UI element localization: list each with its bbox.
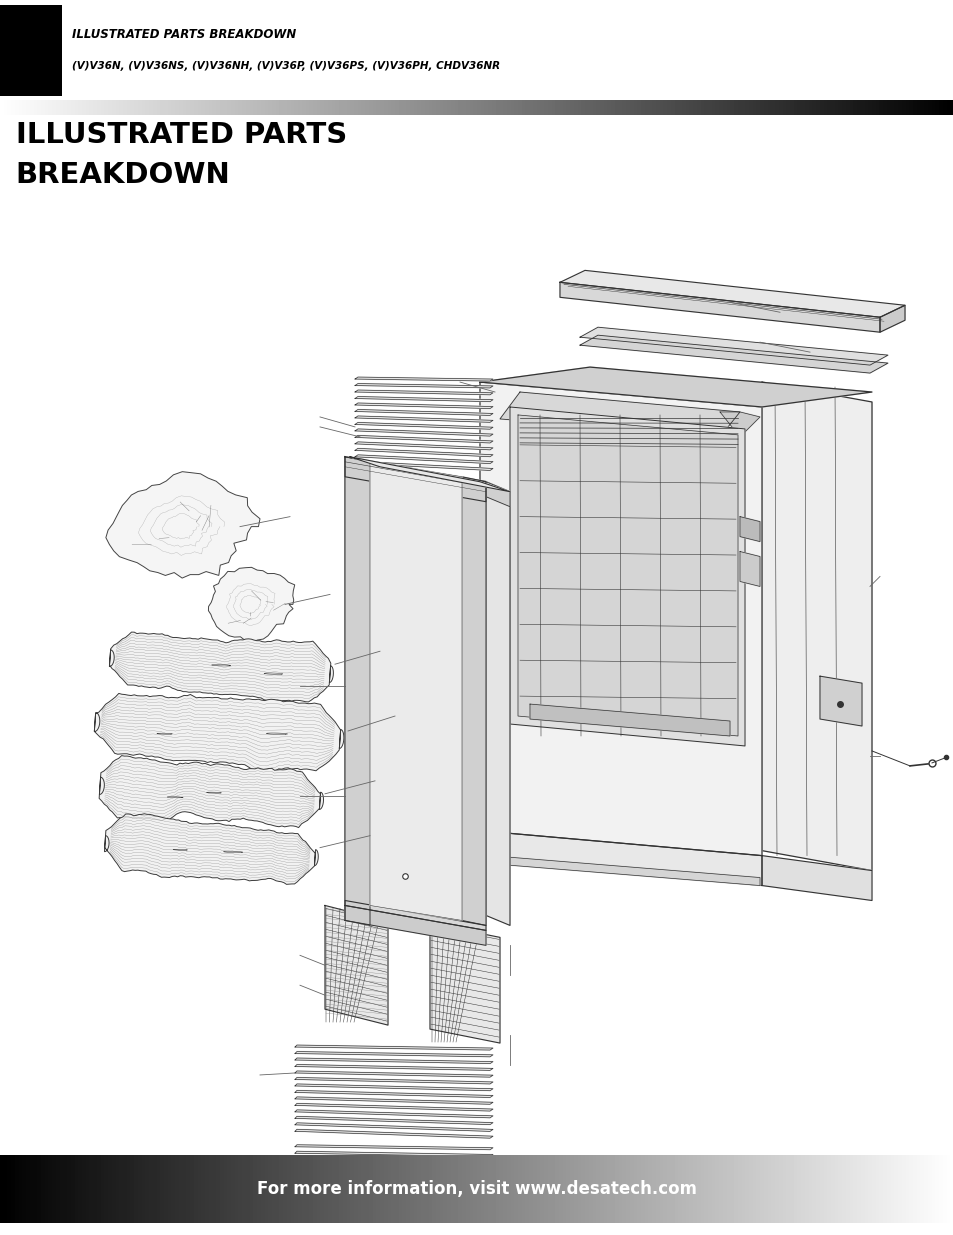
Polygon shape [879, 305, 904, 332]
Polygon shape [559, 283, 879, 332]
Text: (V)V36N, (V)V36NS, (V)V36NH, (V)V36P, (V)V36PS, (V)V36PH, CHDV36NR: (V)V36N, (V)V36NS, (V)V36NH, (V)V36P, (V… [71, 61, 499, 70]
Polygon shape [355, 410, 493, 415]
Polygon shape [530, 704, 729, 736]
Polygon shape [355, 390, 493, 395]
Polygon shape [820, 676, 862, 726]
Polygon shape [485, 482, 510, 925]
Polygon shape [294, 1058, 493, 1063]
Polygon shape [479, 367, 871, 408]
Polygon shape [370, 462, 461, 920]
Text: ILLUSTRATED PARTS BREAKDOWN: ILLUSTRATED PARTS BREAKDOWN [71, 28, 296, 41]
Polygon shape [345, 457, 485, 925]
Polygon shape [294, 1197, 493, 1204]
Polygon shape [294, 1183, 493, 1191]
Polygon shape [345, 457, 485, 501]
Polygon shape [761, 382, 871, 871]
Polygon shape [294, 1216, 493, 1224]
Polygon shape [294, 1091, 493, 1098]
Polygon shape [325, 905, 388, 1025]
Polygon shape [355, 442, 493, 450]
Polygon shape [355, 436, 493, 443]
Polygon shape [355, 454, 493, 463]
Polygon shape [208, 567, 294, 642]
Polygon shape [294, 1097, 493, 1104]
Polygon shape [510, 408, 744, 746]
Polygon shape [479, 831, 761, 885]
Polygon shape [294, 1165, 493, 1170]
Polygon shape [740, 552, 760, 587]
Polygon shape [294, 1077, 493, 1084]
Polygon shape [294, 1045, 493, 1050]
Polygon shape [345, 457, 370, 925]
Polygon shape [485, 482, 510, 506]
Polygon shape [106, 472, 260, 578]
Polygon shape [294, 1051, 493, 1057]
Polygon shape [110, 632, 333, 701]
Polygon shape [355, 422, 493, 430]
Polygon shape [461, 477, 485, 925]
Polygon shape [490, 856, 760, 885]
Polygon shape [355, 377, 493, 382]
Polygon shape [430, 924, 499, 1044]
Polygon shape [294, 1084, 493, 1091]
Polygon shape [345, 900, 485, 930]
Polygon shape [355, 396, 493, 401]
Polygon shape [294, 1123, 493, 1131]
Polygon shape [294, 1129, 493, 1139]
Text: For more information, visit www.desatech.com: For more information, visit www.desatech… [256, 1179, 697, 1198]
Polygon shape [294, 1065, 493, 1071]
Polygon shape [294, 1209, 493, 1218]
Polygon shape [294, 1071, 493, 1077]
Polygon shape [559, 270, 904, 317]
Polygon shape [94, 693, 343, 773]
Polygon shape [294, 1229, 493, 1235]
Polygon shape [355, 462, 493, 471]
Polygon shape [350, 457, 510, 492]
Polygon shape [294, 1110, 493, 1118]
Polygon shape [579, 327, 887, 366]
Polygon shape [294, 1223, 493, 1231]
Polygon shape [761, 856, 871, 900]
Polygon shape [499, 391, 740, 437]
Polygon shape [294, 1177, 493, 1183]
Polygon shape [294, 1116, 493, 1125]
Text: ILLUSTRATED PARTS: ILLUSTRATED PARTS [15, 121, 347, 149]
Polygon shape [517, 415, 738, 736]
Polygon shape [294, 1145, 493, 1150]
Polygon shape [294, 1157, 493, 1163]
Polygon shape [355, 429, 493, 436]
Polygon shape [740, 516, 760, 542]
Polygon shape [479, 382, 761, 856]
Polygon shape [294, 1103, 493, 1112]
Polygon shape [355, 448, 493, 457]
Polygon shape [720, 412, 760, 437]
Polygon shape [294, 1151, 493, 1156]
Polygon shape [294, 1203, 493, 1210]
Polygon shape [104, 814, 318, 884]
Polygon shape [294, 1171, 493, 1177]
Polygon shape [345, 905, 485, 945]
Bar [0, 5, 62, 96]
Polygon shape [579, 335, 887, 373]
Polygon shape [355, 403, 493, 409]
Polygon shape [355, 416, 493, 422]
Polygon shape [355, 384, 493, 388]
Polygon shape [99, 756, 323, 827]
Polygon shape [294, 1191, 493, 1197]
Text: BREAKDOWN: BREAKDOWN [15, 162, 231, 189]
